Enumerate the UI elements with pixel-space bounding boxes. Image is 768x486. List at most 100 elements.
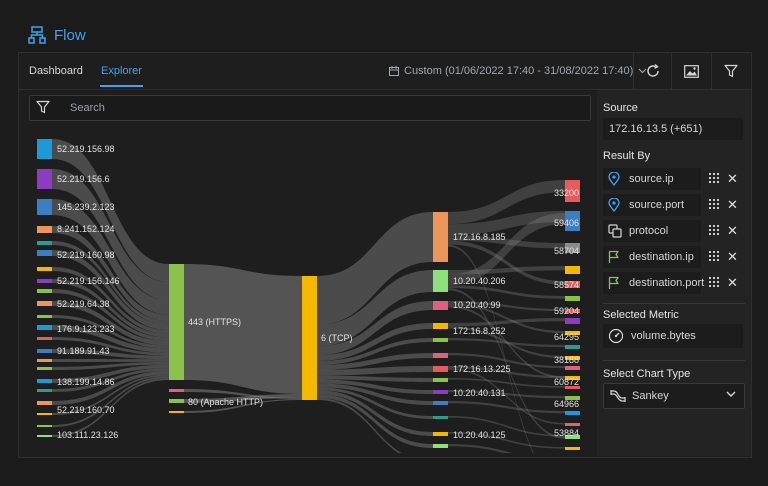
sankey-node-destination-port <box>565 309 580 313</box>
sankey-link <box>448 305 565 379</box>
sankey-node-source-ip <box>37 367 52 370</box>
date-range-picker[interactable]: Custom (01/06/2022 17:40 - 31/08/2022 17… <box>389 65 647 77</box>
sankey-node-destination-port <box>565 345 580 349</box>
sankey-link <box>448 338 565 348</box>
sankey-label-destination-ip: 172.16.13.225 <box>453 364 511 374</box>
sankey-label-destination-ip: 10.20.40.125 <box>453 430 506 440</box>
filter-icon <box>724 64 738 78</box>
explorer-panel: Dashboard Explorer Custom (01/06/2022 17… <box>18 52 752 458</box>
sankey-link <box>52 376 169 427</box>
gauge-icon <box>608 328 624 344</box>
chart-type-select[interactable]: Sankey <box>603 383 745 409</box>
sankey-node-source-ip <box>37 301 52 306</box>
result-by-item-destination-ip[interactable]: destination.ip ✕ <box>603 246 743 268</box>
sankey-link <box>52 267 169 334</box>
sankey-label-destination-port: 33200 <box>554 188 579 198</box>
sankey-label-source-ip: 91.189.91.43 <box>57 346 110 356</box>
result-by-item-destination-port[interactable]: destination.port ✕ <box>603 272 743 294</box>
sankey-node-source-ip <box>37 359 52 362</box>
image-icon <box>683 64 699 78</box>
sankey-label-source-port: 80 (Apache HTTP) <box>188 397 263 407</box>
export-image-button[interactable] <box>671 53 710 89</box>
sankey-link <box>448 390 565 399</box>
sankey-label-destination-ip: 172.16.8.185 <box>453 232 506 242</box>
calendar-icon <box>389 66 399 76</box>
sankey-node-destination-ip <box>433 353 448 358</box>
drag-handle-icon[interactable] <box>709 251 719 261</box>
sankey-node-destination-ip <box>433 432 448 436</box>
sankey-label-destination-port: 58704 <box>554 246 579 256</box>
date-range-text: Custom (01/06/2022 17:40 - 31/08/2022 17… <box>404 65 634 77</box>
sankey-link <box>317 398 402 453</box>
sankey-label-destination-ip: 10.20.40.206 <box>453 276 506 286</box>
sankey-label-source-ip: 52.219.156.146 <box>57 276 120 286</box>
sankey-node-destination-port <box>565 447 580 450</box>
sankey-node-destination-port <box>565 376 580 380</box>
sankey-label-source-port: 443 (HTTPS) <box>188 317 241 327</box>
sankey-node-source-ip <box>37 199 52 215</box>
remove-icon[interactable]: ✕ <box>727 275 738 290</box>
search-bar[interactable]: Search <box>29 95 591 121</box>
sankey-label-destination-ip: 172.16.8.252 <box>453 326 506 336</box>
sankey-link <box>317 366 433 376</box>
sankey-node-destination-ip <box>433 378 448 382</box>
sankey-label-destination-port: 58574 <box>554 280 579 290</box>
result-by-label-source-port: source.port <box>629 199 685 211</box>
sankey-link <box>317 353 433 370</box>
search-input[interactable]: Search <box>70 102 105 114</box>
result-by-item-source-port[interactable]: source.port ✕ <box>603 194 743 216</box>
sankey-label-destination-port: 38188 <box>554 355 579 365</box>
sankey-link <box>448 244 534 453</box>
sankey-link <box>448 444 513 453</box>
sankey-node-destination-port <box>565 356 580 360</box>
result-by-item-source-ip[interactable]: source.ip ✕ <box>603 168 743 190</box>
sankey-link <box>184 389 302 399</box>
sankey-node-source-ip <box>37 413 52 415</box>
sankey-link <box>448 213 565 286</box>
sankey-link <box>448 353 565 369</box>
remove-icon[interactable]: ✕ <box>727 249 738 264</box>
divider <box>603 303 745 304</box>
drag-handle-icon[interactable] <box>709 277 719 287</box>
sankey-link <box>52 226 169 322</box>
sankey-node-destination-ip <box>433 338 448 342</box>
result-by-label-destination-ip: destination.ip <box>629 251 694 263</box>
filter-icon <box>36 100 50 114</box>
sankey-icon <box>610 390 626 402</box>
drag-handle-icon[interactable] <box>709 199 719 209</box>
sankey-link <box>52 359 169 362</box>
drag-handle-icon[interactable] <box>709 225 719 235</box>
app-title-text: Flow <box>54 26 86 44</box>
source-value[interactable]: 172.16.13.5 (+651) <box>603 118 743 140</box>
sankey-link <box>448 432 565 449</box>
sankey-link <box>448 301 565 312</box>
sankey-link <box>317 387 433 419</box>
tab-dashboard[interactable]: Dashboard <box>29 65 83 77</box>
sankey-node-destination-ip <box>433 444 448 448</box>
remove-icon[interactable]: ✕ <box>727 223 738 238</box>
sankey-link <box>52 378 169 437</box>
filter-button[interactable] <box>711 53 750 89</box>
sankey-node-source-ip <box>37 226 52 233</box>
source-value-text: 172.16.13.5 (+651) <box>609 123 703 135</box>
sankey-node-source-ip <box>37 325 52 330</box>
sankey-label-source-ip: 138.199.14.86 <box>57 377 115 387</box>
metric-select[interactable]: volume.bytes <box>603 324 743 348</box>
remove-icon[interactable]: ✕ <box>727 197 738 212</box>
result-by-item-protocol[interactable]: protocol ✕ <box>603 220 743 242</box>
tab-explorer[interactable]: Explorer <box>100 65 143 87</box>
remove-icon[interactable]: ✕ <box>727 171 738 186</box>
sankey-link <box>52 301 169 346</box>
sankey-link <box>52 370 169 405</box>
refresh-button[interactable] <box>633 53 672 89</box>
sankey-link <box>317 323 433 361</box>
sankey-link <box>52 289 169 342</box>
drag-handle-icon[interactable] <box>709 173 719 183</box>
sankey-label-source-ip: 52.219.156.6 <box>57 174 110 184</box>
sankey-node-destination-ip <box>433 212 448 262</box>
sankey-link <box>52 315 169 349</box>
flag-icon <box>608 276 619 289</box>
sankey-node-destination-port <box>565 243 580 253</box>
sankey-link <box>52 139 169 283</box>
sankey-link <box>317 390 433 436</box>
